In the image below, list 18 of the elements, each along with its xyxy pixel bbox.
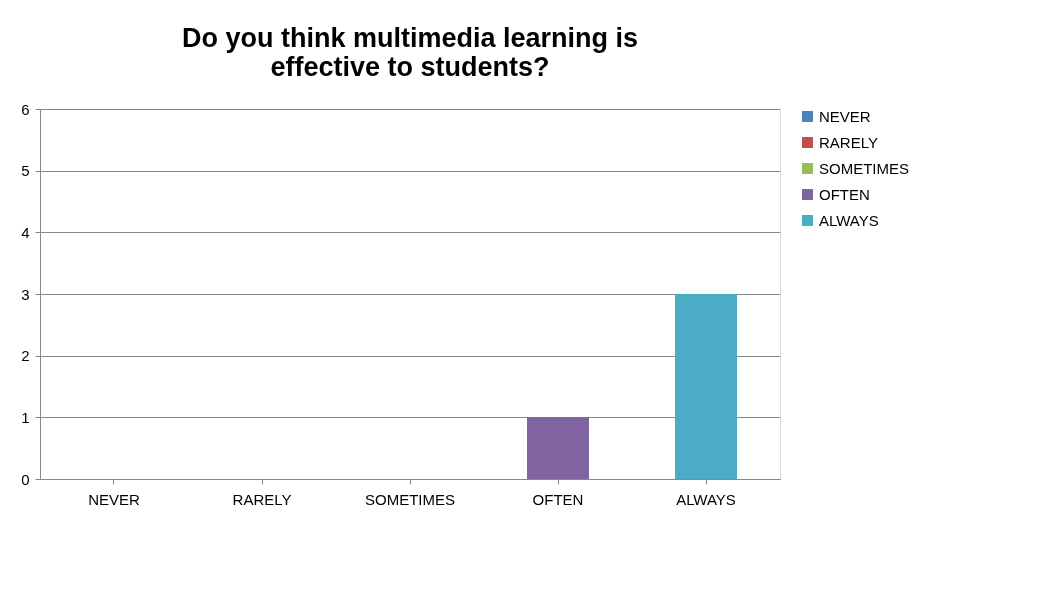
legend-label: OFTEN <box>819 185 870 203</box>
x-tick-label: OFTEN <box>532 490 584 508</box>
legend-label: SOMETIMES <box>819 159 910 177</box>
y-tick-label: 1 <box>21 408 30 426</box>
y-tick-label: 2 <box>21 347 30 365</box>
x-tick-label: NEVER <box>88 490 140 508</box>
y-tick-label: 3 <box>21 285 30 303</box>
y-tick-label: 6 <box>21 100 30 118</box>
x-tick-label: RARELY <box>232 490 292 508</box>
x-tick-label: SOMETIMES <box>364 490 456 508</box>
y-tick-label: 4 <box>21 223 30 241</box>
y-tick-label: 0 <box>21 470 30 488</box>
chart-title: Do you think multimedia learning is effective to students? <box>181 23 639 82</box>
legend-label: RARELY <box>819 133 878 151</box>
y-tick-label: 5 <box>21 162 30 180</box>
x-tick-label: ALWAYS <box>676 490 736 508</box>
legend-label: ALWAYS <box>819 211 879 229</box>
legend-label: NEVER <box>819 107 871 125</box>
